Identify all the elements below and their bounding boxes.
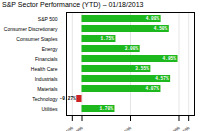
svg-text:4.57%: 4.57%	[155, 76, 169, 81]
svg-text:Materials: Materials	[37, 86, 58, 92]
html-text:S&P Sector Performance (YTD) –: S&P Sector Performance (YTD) – 01/18/201…	[2, 1, 144, 8]
svg-text:Health Care: Health Care	[31, 66, 58, 72]
svg-text:3.00%: 3.00%	[125, 46, 139, 51]
svg-text:1.70%: 1.70%	[99, 106, 113, 111]
svg-text:-0.5%: -0.5%	[61, 125, 75, 131]
svg-text:4.95%: 4.95%	[162, 56, 176, 61]
svg-text:Consumer Staples: Consumer Staples	[16, 36, 58, 42]
svg-text:Consumer Discretionary: Consumer Discretionary	[4, 26, 58, 32]
svg-text:2.5%: 2.5%	[120, 125, 133, 131]
svg-text:Utilities: Utilities	[41, 106, 58, 112]
svg-text:0.0%: 0.0%	[72, 125, 85, 131]
svg-text:-0.27%: -0.27%	[60, 96, 77, 101]
svg-text:Industrials: Industrials	[35, 76, 58, 82]
svg-text:4.08%: 4.08%	[146, 16, 160, 21]
svg-text:5.0%: 5.0%	[169, 125, 182, 131]
svg-text:4.07%: 4.07%	[145, 86, 159, 91]
svg-text:3.55%: 3.55%	[135, 66, 149, 71]
svg-text:Financials: Financials	[35, 56, 58, 62]
svg-text:S&P 500: S&P 500	[38, 16, 58, 22]
svg-text:1.75%: 1.75%	[100, 36, 114, 41]
svg-text:Energy: Energy	[42, 46, 58, 52]
svg-text:5.5%: 5.5%	[178, 125, 191, 131]
svg-text:4.50%: 4.50%	[154, 26, 168, 31]
svg-text:Technology: Technology	[32, 96, 58, 102]
